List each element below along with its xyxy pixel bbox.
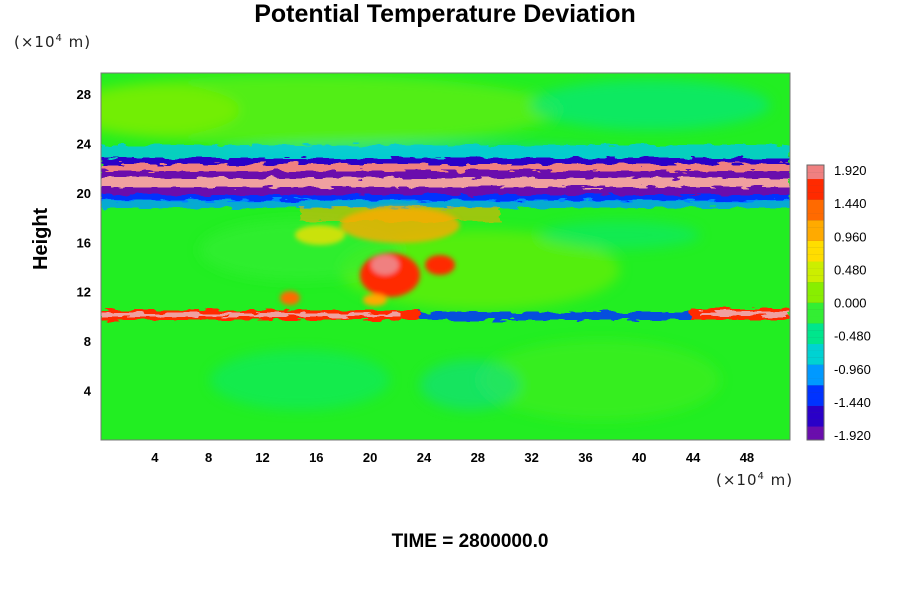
colorbar-segment [807, 316, 824, 324]
colorbar-segment [807, 226, 824, 235]
time-footer: TIME = 2800000.0 [391, 531, 549, 552]
colorbar-segment [807, 275, 824, 283]
colorbar-segment [807, 220, 824, 228]
colorbar [807, 164, 824, 441]
colorbar-segment [807, 178, 824, 186]
colorbar-label: 0.960 [834, 229, 867, 244]
colorbar-segment [807, 350, 824, 358]
y-tick-label: 12 [77, 285, 91, 300]
colorbar-segment [807, 323, 824, 331]
colorbar-segment [807, 240, 824, 248]
colorbar-segment [807, 405, 824, 413]
y-tick-label: 24 [77, 136, 92, 151]
colorbar-segment [807, 199, 824, 207]
colorbar-segment [807, 171, 824, 180]
x-tick-label: 4 [151, 450, 159, 465]
colorbar-label: -0.480 [834, 329, 871, 344]
colorbar-label: 0.480 [834, 262, 867, 277]
colorbar-segment [807, 192, 824, 200]
colorbar-segment [807, 391, 824, 400]
colorbar-segment [807, 357, 824, 365]
colorbar-segment [807, 302, 824, 310]
x-tick-label: 48 [740, 450, 754, 465]
colorbar-segment [807, 343, 824, 351]
colorbar-segment [807, 247, 824, 255]
y-tick-label: 20 [77, 186, 91, 201]
colorbar-segment [807, 364, 824, 372]
colorbar-segment [807, 426, 824, 434]
y-tick-label: 16 [77, 235, 91, 250]
colorbar-segment [807, 378, 824, 386]
x-tick-label: 12 [255, 450, 269, 465]
x-tick-label: 44 [686, 450, 701, 465]
colorbar-segment [807, 412, 824, 420]
colorbar-label: 0.000 [834, 296, 867, 311]
warm-plume [280, 207, 460, 306]
colorbar-segment [807, 206, 824, 214]
colorbar-frame [806, 164, 825, 441]
colorbar-segment [807, 165, 824, 173]
colorbar-segment [807, 371, 824, 379]
colorbar-segment [807, 309, 824, 317]
colorbar-segment [807, 268, 824, 276]
x-axis-ticks: 4 8 12 16 20 24 28 32 36 40 44 48 [151, 450, 754, 465]
colorbar-label: 1.920 [834, 163, 867, 178]
colorbar-segment [807, 433, 824, 441]
colorbar-segment [807, 295, 824, 303]
colorbar-segment [807, 419, 824, 427]
x-tick-label: 8 [205, 450, 212, 465]
colorbar-label: -1.440 [834, 395, 871, 410]
y-tick-label: 8 [84, 334, 91, 349]
colorbar-segment [807, 261, 824, 269]
colorbar-segment [807, 385, 824, 393]
colorbar-segment [807, 398, 824, 406]
x-tick-label: 20 [363, 450, 377, 465]
colorbar-segment [807, 213, 824, 221]
colorbar-labels: 1.920 1.440 0.960 0.480 0.000 -0.480 -0.960 -1.… [834, 163, 871, 443]
x-tick-label: 40 [632, 450, 646, 465]
colorbar-segment [807, 288, 824, 296]
y-tick-label: 28 [77, 87, 91, 102]
upper-anomaly-band [101, 145, 790, 221]
y-axis-ticks: 4 8 12 16 20 24 28 [77, 87, 92, 399]
y-axis-unit: (×104 m) [14, 33, 92, 51]
colorbar-segment [807, 185, 824, 193]
x-tick-label: 36 [578, 450, 592, 465]
x-tick-label: 28 [471, 450, 485, 465]
colorbar-segment [807, 281, 824, 290]
colorbar-segment [807, 336, 824, 345]
x-tick-label: 32 [524, 450, 538, 465]
colorbar-label: 1.440 [834, 196, 867, 211]
chart-title: Potential Temperature Deviation [254, 0, 636, 28]
colorbar-segment [807, 233, 824, 241]
plot-area [101, 73, 790, 440]
colorbar-segment [807, 254, 824, 262]
plot-frame [100, 72, 791, 441]
y-tick-label: 4 [84, 384, 92, 399]
x-tick-label: 24 [417, 450, 432, 465]
colorbar-label: -1.920 [834, 428, 871, 443]
colorbar-label: -0.960 [834, 362, 871, 377]
lower-anomaly-band [101, 308, 790, 320]
x-axis-unit: (×104 m) [716, 471, 794, 489]
colorbar-segment [807, 330, 824, 338]
x-tick-label: 16 [309, 450, 323, 465]
